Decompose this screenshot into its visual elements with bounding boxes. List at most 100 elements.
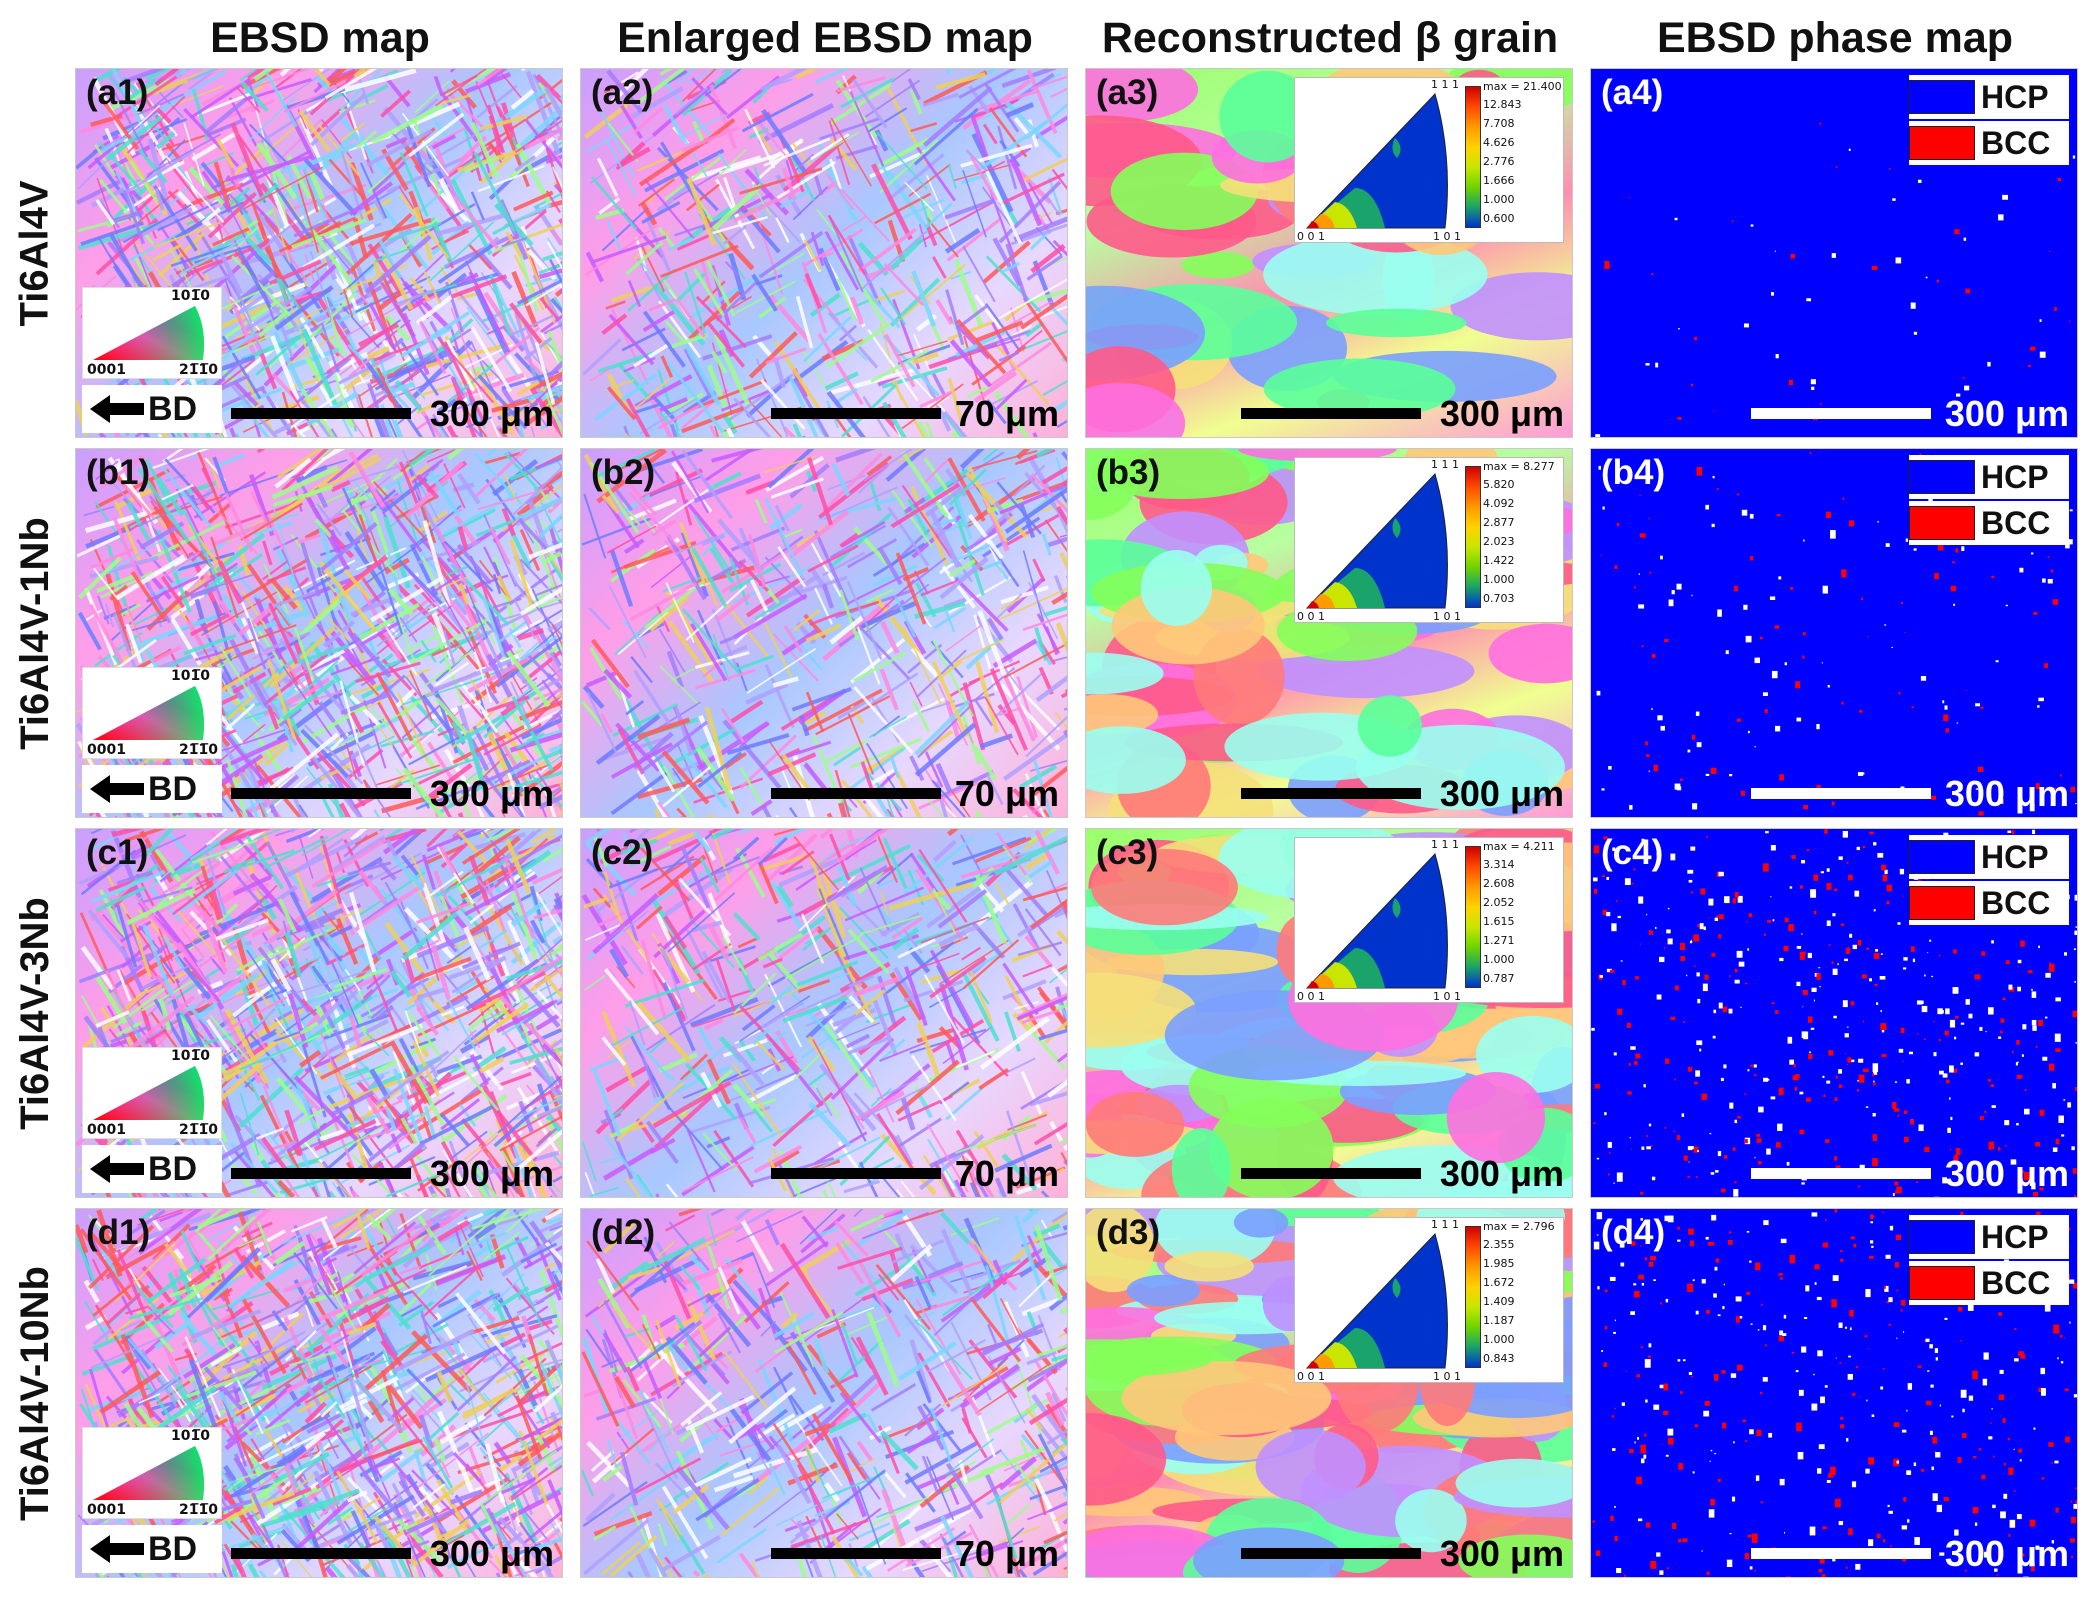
orientation-map-texture [76, 829, 562, 1197]
pf-top-label: 1 1 1 [1431, 78, 1459, 91]
legend-swatch [1909, 840, 1975, 874]
pf-scale-value: 2.023 [1483, 535, 1515, 548]
pf-scale-value: 0.703 [1483, 592, 1515, 605]
legend-swatch [1909, 506, 1975, 540]
legend-label: BCC [1981, 124, 2051, 161]
scale-bar-label: 300 μm [429, 1153, 554, 1194]
panel-label: (b1) [86, 453, 151, 492]
pf-scale-value: 1.409 [1483, 1295, 1515, 1308]
row-title-ti6al4v-1nb: Ti6Al4V-1Nb [12, 516, 57, 750]
legend-label: BCC [1981, 504, 2051, 541]
panel-label: (b2) [591, 453, 656, 492]
legend-label: HCP [1981, 458, 2049, 495]
pf-scale-value: 1.985 [1483, 1257, 1515, 1270]
row-title-ti6al4v-10nb: Ti6Al4V-10Nb [12, 1265, 57, 1521]
inverse-pole-figure-inset: 1 1 1 0 0 1 1 0 1 max = 21.400 12.843 7.708 4.… [1294, 77, 1564, 243]
ipf-triangle-icon [93, 1066, 204, 1120]
scale-bar-label: 300 μm [429, 393, 554, 434]
pf-scale-value: 0.600 [1483, 212, 1515, 225]
scale-bar [1751, 1168, 1931, 1179]
pf-max-label: max = 2.796 [1483, 1220, 1555, 1233]
pf-left-label: 0 0 1 [1297, 990, 1325, 1003]
ipf-key-left-label: 0001 [87, 362, 126, 378]
build-direction-label: BD [148, 1529, 198, 1568]
column-title-reconstructed-beta-grain: Reconstructed β grain [1101, 14, 1559, 62]
panel-label: (a1) [86, 73, 149, 112]
inverse-pole-figure-triangle [1305, 473, 1448, 609]
arrow-shaft [110, 1163, 144, 1175]
scale-bar [1751, 788, 1931, 799]
arrow-shaft [110, 783, 144, 795]
panel-label: (d1) [86, 1213, 151, 1252]
legend-label: BCC [1981, 884, 2051, 921]
panel-c3: (c3) 300 μm 1 1 1 0 0 1 1 0 1 max = 4.211 3.31… [1085, 828, 1573, 1198]
panel-a1: (a1) 300 μm BD 101̅0 0001 21̅1̅0 [75, 68, 563, 438]
scale-bar [771, 1168, 941, 1179]
arrow-left-icon [90, 1535, 110, 1563]
scale-bar-label: 300 μm [1439, 1533, 1564, 1574]
pf-scale-value: 2.776 [1483, 155, 1515, 168]
legend-label: HCP [1981, 78, 2049, 115]
panel-label: (a4) [1601, 73, 1664, 112]
pf-top-label: 1 1 1 [1431, 458, 1459, 471]
ipf-key-right-label: 21̅1̅0 [179, 742, 218, 758]
ipf-key-top-label: 101̅0 [171, 1048, 210, 1064]
phase-legend: HCP BCC [1909, 455, 2069, 547]
pf-max-label: max = 8.277 [1483, 460, 1555, 473]
pf-scale-value: 1.187 [1483, 1314, 1515, 1327]
legend-item-bcc: BCC [1909, 1261, 2069, 1305]
scale-bar-label: 70 μm [954, 1533, 1059, 1574]
build-direction-indicator: BD [82, 1525, 222, 1573]
scale-bar [771, 408, 941, 419]
ipf-key-top-label: 101̅0 [171, 668, 210, 684]
panel-label: (c2) [591, 833, 654, 872]
scale-bar-label: 300 μm [429, 1533, 554, 1574]
panel-d3: (d3) 300 μm 1 1 1 0 0 1 1 0 1 max = 2.796 2.35… [1085, 1208, 1573, 1578]
ipf-triangle-icon [93, 1446, 204, 1500]
pf-colorbar [1465, 86, 1481, 228]
orientation-map-texture [76, 69, 562, 437]
pf-scale-value: 3.314 [1483, 858, 1515, 871]
pf-colorbar [1465, 1226, 1481, 1368]
pf-max-label: max = 4.211 [1483, 840, 1555, 853]
scale-bar-label: 300 μm [1439, 773, 1564, 814]
panel-label: (b3) [1096, 453, 1161, 492]
scale-bar-label: 300 μm [1439, 1153, 1564, 1194]
orientation-map-texture [581, 1209, 1067, 1577]
panel-b1: (b1) 300 μm BD 101̅0 0001 21̅1̅0 [75, 448, 563, 818]
legend-item-bcc: BCC [1909, 501, 2069, 545]
legend-swatch [1909, 126, 1975, 160]
ipf-color-key: 101̅0 0001 21̅1̅0 [82, 1047, 222, 1139]
pf-scale-value: 7.708 [1483, 117, 1515, 130]
inverse-pole-figure-triangle [1305, 93, 1448, 229]
pf-left-label: 0 0 1 [1297, 1370, 1325, 1383]
pf-right-label: 1 0 1 [1433, 610, 1461, 623]
scale-bar-label: 300 μm [1944, 1153, 2069, 1194]
column-title-ebsd-phase-map: EBSD phase map [1656, 14, 2014, 62]
scale-bar-label: 70 μm [954, 1153, 1059, 1194]
scale-bar [231, 408, 411, 419]
pf-scale-value: 2.052 [1483, 896, 1515, 909]
pf-scale-value: 1.000 [1483, 193, 1515, 206]
pf-scale-value: 5.820 [1483, 478, 1515, 491]
scale-bar-label: 70 μm [954, 773, 1059, 814]
panel-d1: (d1) 300 μm BD 101̅0 0001 21̅1̅0 [75, 1208, 563, 1578]
scale-bar-label: 300 μm [429, 773, 554, 814]
ipf-color-key: 101̅0 0001 21̅1̅0 [82, 1427, 222, 1519]
ipf-color-key: 101̅0 0001 21̅1̅0 [82, 667, 222, 759]
inverse-pole-figure-triangle [1305, 853, 1448, 989]
arrow-left-icon [90, 775, 110, 803]
scale-bar [231, 1548, 411, 1559]
panel-label: (a3) [1096, 73, 1159, 112]
scale-bar [1241, 408, 1421, 419]
scale-bar [771, 788, 941, 799]
pf-scale-value: 2.877 [1483, 516, 1515, 529]
ipf-key-right-label: 21̅1̅0 [179, 1122, 218, 1138]
panel-c1: (c1) 300 μm BD 101̅0 0001 21̅1̅0 [75, 828, 563, 1198]
pf-scale-value: 1.615 [1483, 915, 1515, 928]
pf-scale-value: 12.843 [1483, 98, 1522, 111]
pf-scale-value: 1.000 [1483, 953, 1515, 966]
pf-scale-value: 4.092 [1483, 497, 1515, 510]
pf-top-label: 1 1 1 [1431, 838, 1459, 851]
ipf-key-top-label: 101̅0 [171, 1428, 210, 1444]
